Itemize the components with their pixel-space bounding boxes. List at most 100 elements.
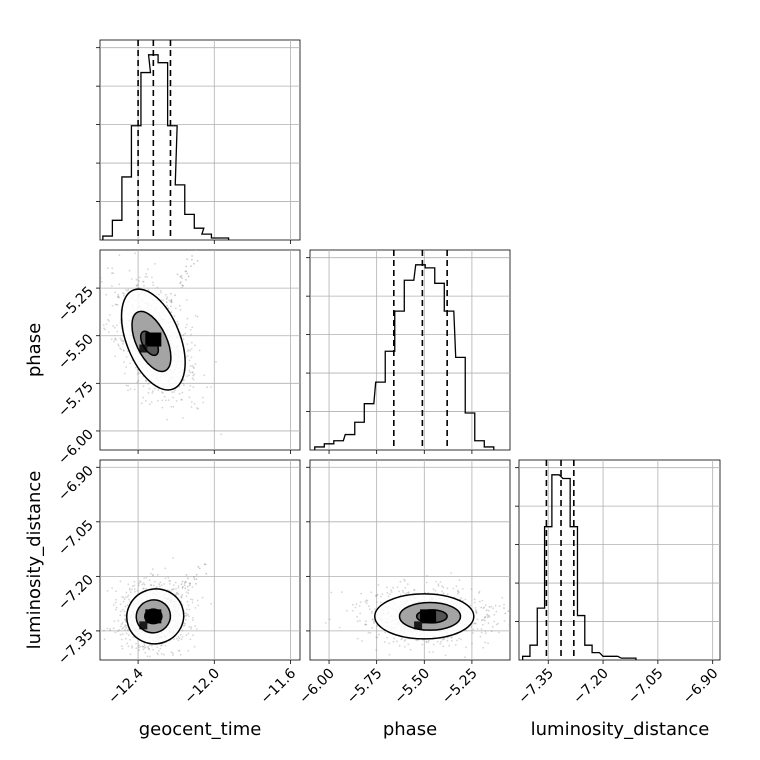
sample-point [118, 629, 120, 631]
sample-point [484, 619, 486, 622]
x-tick-label: −5.25 [439, 666, 481, 708]
sample-point [182, 334, 185, 336]
sample-point [176, 273, 179, 276]
sample-point [146, 268, 149, 271]
sample-point [159, 647, 162, 650]
sample-point [141, 583, 144, 586]
sample-point [188, 369, 191, 372]
sample-point [145, 380, 148, 382]
sample-point [192, 386, 195, 388]
sample-point [119, 337, 122, 340]
sample-point [365, 599, 368, 602]
sample-point [341, 591, 343, 593]
sample-point [121, 628, 123, 630]
sample-point [120, 338, 123, 341]
sample-point [497, 622, 499, 625]
sample-point [425, 640, 428, 643]
sample-point [428, 639, 430, 642]
sample-point [191, 258, 193, 261]
sample-point [152, 584, 155, 587]
x-axis-label: phase [383, 719, 437, 740]
sample-point [145, 273, 148, 275]
sample-point [512, 632, 514, 634]
sample-point [195, 250, 197, 251]
sample-point [121, 608, 124, 611]
sample-point [147, 391, 150, 394]
sample-point [183, 582, 186, 584]
sample-point [186, 355, 189, 357]
sample-point [111, 285, 113, 287]
sample-point [179, 308, 182, 311]
sample-point [126, 289, 129, 292]
y-tick-label: −5.25 [55, 284, 97, 326]
sample-point [450, 572, 453, 574]
sample-point [142, 587, 144, 590]
sample-point [195, 582, 197, 585]
sample-point [179, 275, 182, 278]
sample-point [481, 623, 484, 626]
sample-point [163, 395, 166, 398]
sample-point [125, 626, 128, 629]
sample-point [194, 344, 196, 347]
sample-point [113, 620, 116, 623]
sample-point [186, 272, 189, 275]
sample-point [151, 276, 153, 279]
sample-point [186, 323, 188, 326]
sample-point [187, 632, 190, 635]
sample-point [368, 605, 370, 608]
sample-point [129, 653, 132, 656]
density-core [420, 609, 437, 624]
density-layer [96, 250, 223, 436]
sample-point [482, 607, 485, 610]
sample-point [442, 645, 445, 648]
y-tick-label: −5.75 [55, 379, 97, 421]
sample-point [156, 646, 159, 648]
sample-point [186, 343, 189, 345]
sample-point [184, 618, 187, 621]
sample-point [130, 278, 133, 280]
sample-point [122, 600, 125, 603]
sample-point [487, 609, 490, 612]
sample-point [124, 618, 126, 621]
sample-point [493, 613, 496, 616]
sample-point [450, 636, 453, 639]
sample-point [185, 278, 187, 281]
x-tick-label: −7.05 [625, 666, 667, 708]
sample-point [119, 580, 122, 583]
sample-point [137, 371, 140, 374]
sample-point [484, 630, 487, 632]
sample-point [96, 378, 98, 380]
sample-point [376, 625, 379, 627]
sample-point [107, 318, 109, 321]
x-axis-label: geocent_time [139, 719, 262, 740]
sample-point [118, 254, 121, 257]
sample-point [183, 584, 186, 587]
sample-point [184, 326, 187, 329]
sample-point [474, 622, 476, 624]
sample-point [380, 595, 382, 598]
sample-point [172, 588, 175, 590]
sample-point [125, 384, 128, 387]
sample-point [191, 598, 194, 601]
sample-point [487, 622, 490, 625]
sample-point [393, 637, 396, 640]
sample-point [114, 601, 117, 604]
sample-point [135, 647, 138, 650]
sample-point [178, 637, 181, 640]
sample-point [135, 366, 137, 369]
density-core [414, 621, 423, 630]
sample-point [450, 636, 453, 638]
contour-line [398, 601, 462, 631]
sample-point [369, 632, 372, 634]
sample-point [129, 591, 132, 594]
sample-point [351, 610, 354, 612]
sample-point [166, 418, 169, 421]
sample-point [172, 584, 175, 587]
sample-point [400, 638, 403, 641]
sample-point [465, 629, 468, 632]
sample-point [123, 294, 125, 297]
sample-point [425, 581, 428, 584]
sample-point [512, 614, 514, 616]
sample-point [164, 399, 167, 402]
sample-point [133, 580, 136, 583]
